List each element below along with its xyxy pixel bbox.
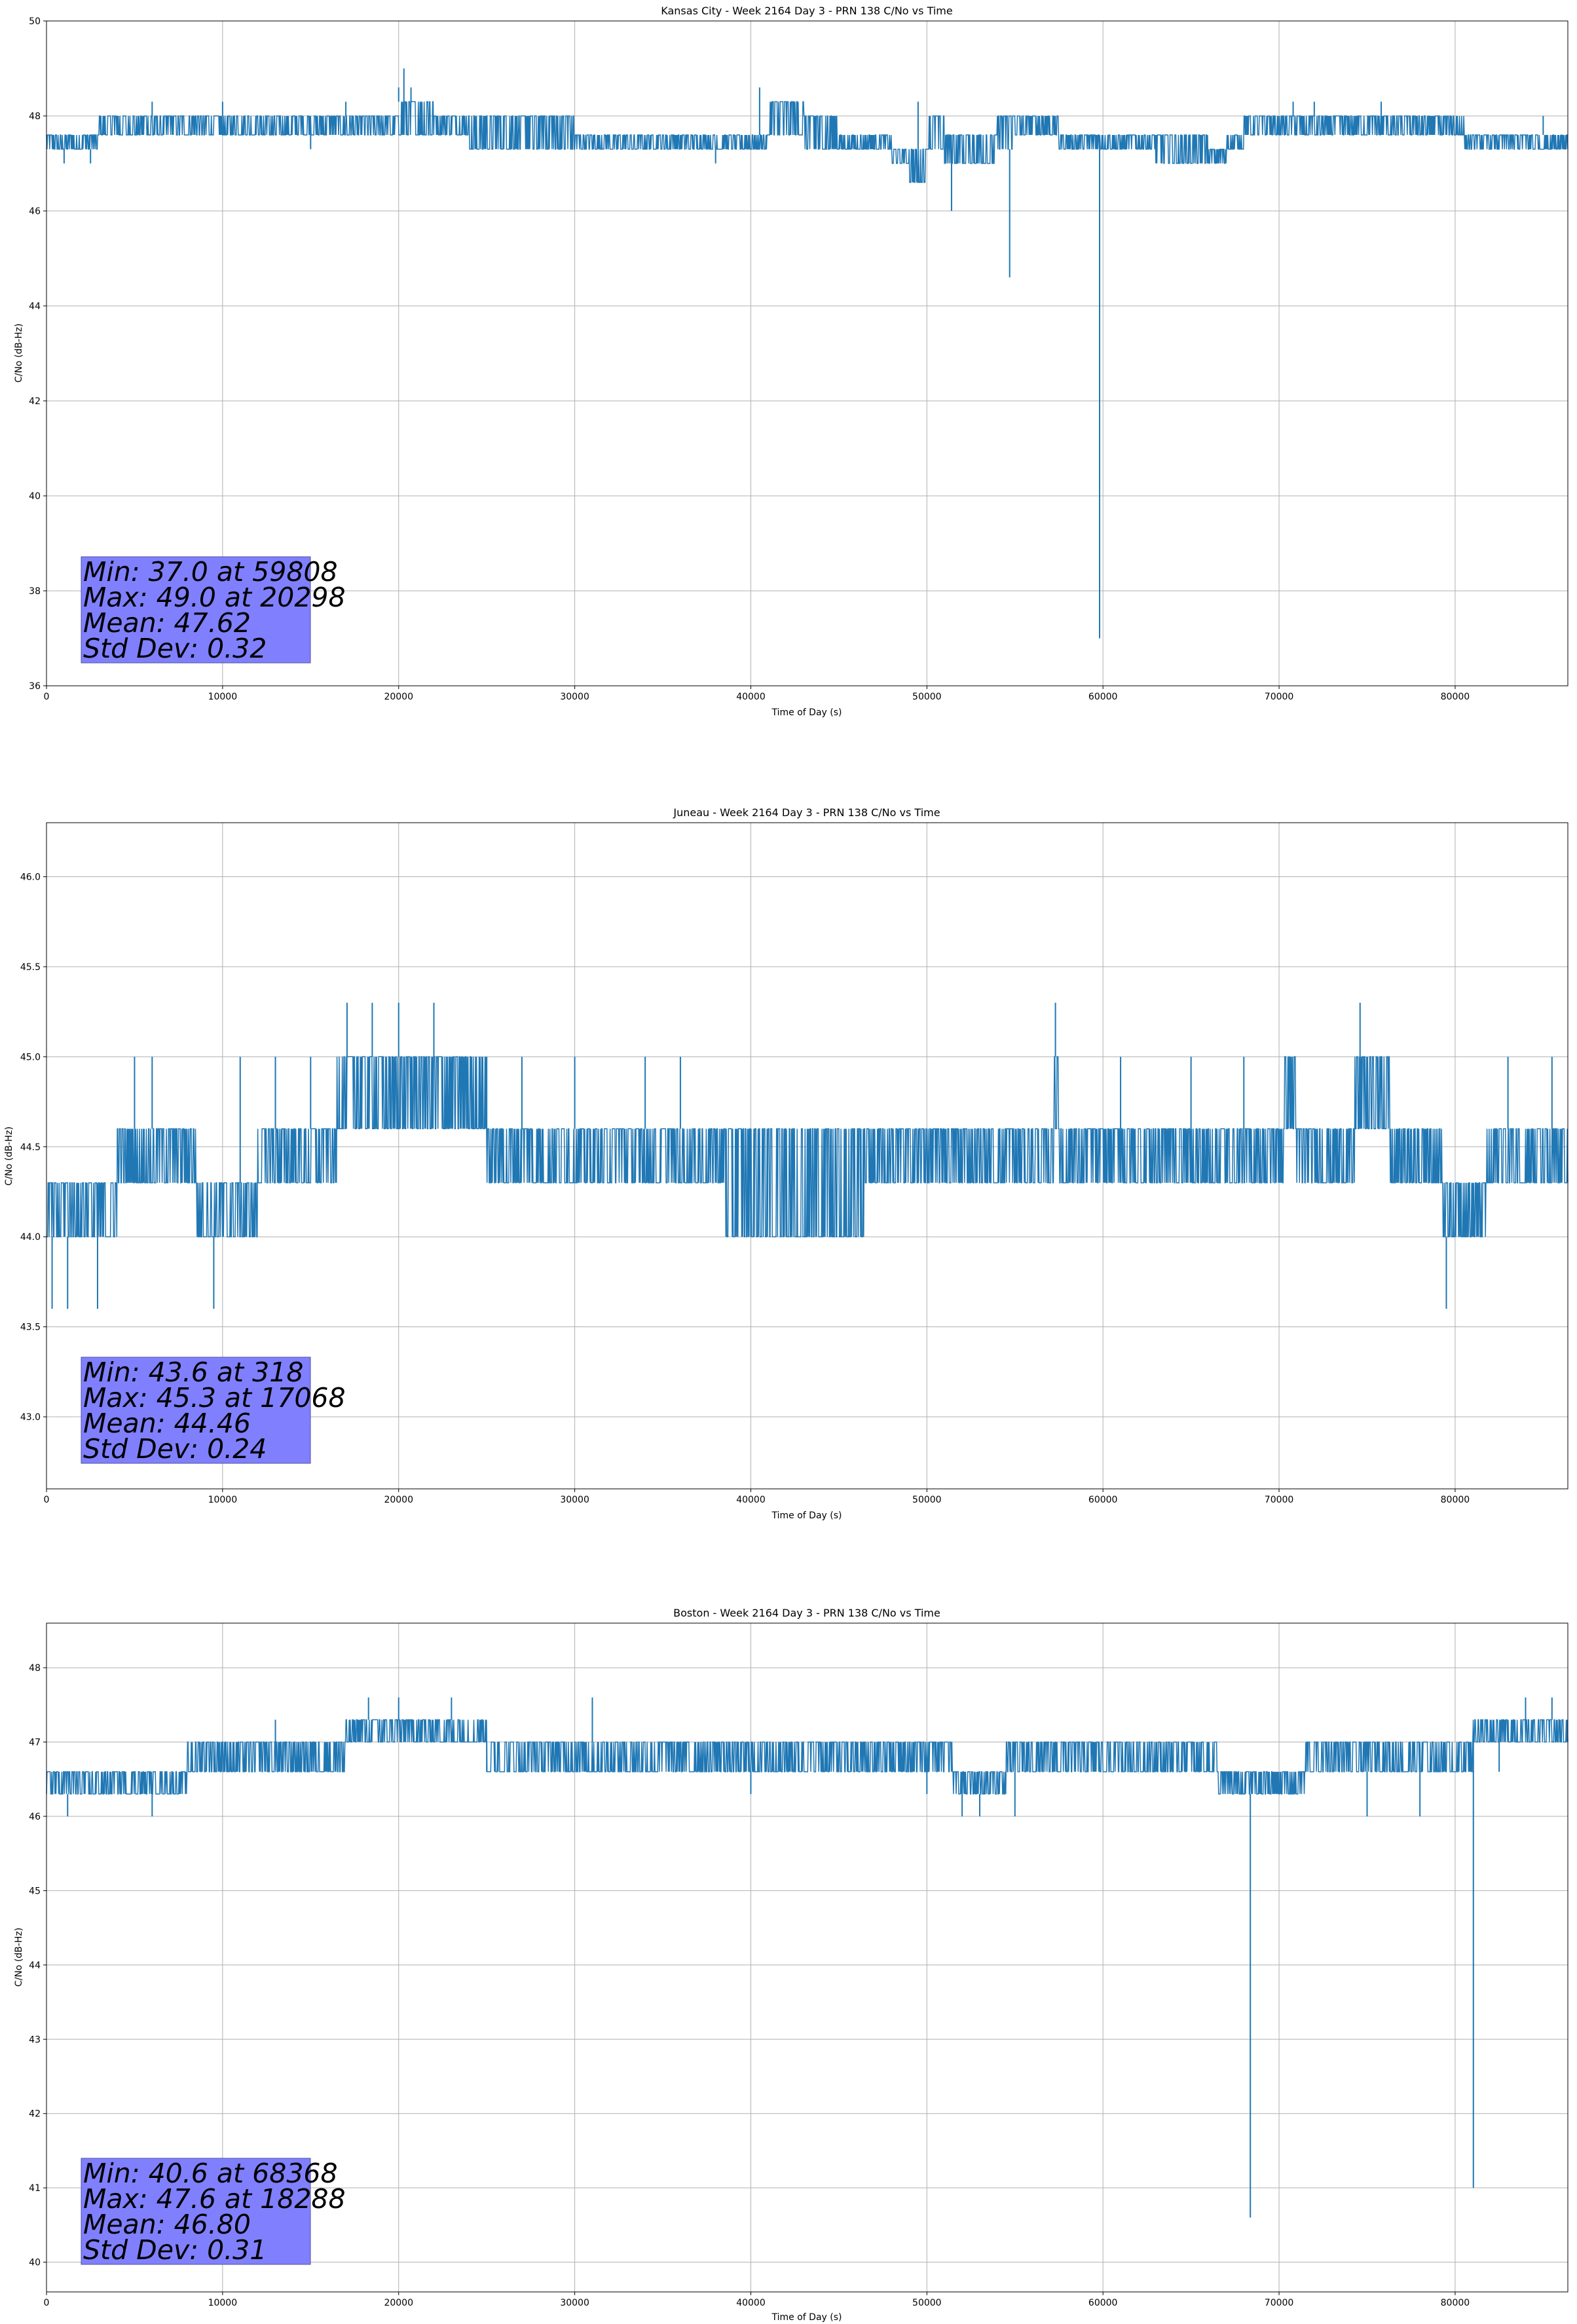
y-tick-label: 42: [29, 2109, 41, 2120]
stats-stddev: Std Dev: 0.24: [83, 1433, 267, 1465]
kansas-city-panel: Kansas City - Week 2164 Day 3 - PRN 138 …: [14, 5, 1568, 718]
y-tick-label: 45.5: [20, 962, 41, 973]
y-tick-label: 47: [29, 1738, 41, 1748]
y-tick-label: 45: [29, 1886, 41, 1896]
stats-box-background: [81, 1357, 311, 1464]
y-tick-label: 42: [29, 396, 41, 407]
x-tick-label: 80000: [1441, 2298, 1470, 2308]
x-tick-label: 60000: [1088, 2298, 1118, 2308]
x-tick-label: 20000: [384, 1495, 413, 1505]
chart-title: Boston - Week 2164 Day 3 - PRN 138 C/No …: [673, 1607, 940, 1619]
y-tick-label: 46.0: [20, 872, 41, 882]
stats-stddev: Std Dev: 0.31: [83, 2234, 267, 2266]
y-tick-label: 44: [29, 1960, 41, 1971]
y-axis-label: C/No (dB-Hz): [14, 324, 24, 383]
x-tick-label: 0: [44, 2298, 50, 2308]
x-tick-label: 50000: [912, 692, 942, 702]
x-tick-label: 70000: [1265, 692, 1294, 702]
x-tick-label: 60000: [1088, 692, 1118, 702]
x-tick-label: 20000: [384, 2298, 413, 2308]
x-tick-label: 20000: [384, 692, 413, 702]
x-tick-label: 0: [44, 1495, 50, 1505]
plot-frame: [46, 1622, 1568, 2293]
y-tick-label: 36: [29, 681, 41, 692]
y-axis-label: C/No (dB-Hz): [14, 1928, 24, 1987]
y-tick-label: 50: [29, 16, 41, 27]
y-tick-label: 44.0: [20, 1232, 41, 1243]
y-tick-label: 40: [29, 2258, 41, 2268]
stats-max: Max: 45.3 at 17068: [83, 1382, 346, 1414]
y-tick-labels: 40 41 42 43 44 45 46 47 48: [29, 1663, 46, 2268]
cno-band-line: [46, 1719, 1568, 1795]
stats-mean: Mean: 46.80: [83, 2209, 251, 2240]
y-tick-label: 44.5: [20, 1142, 41, 1153]
x-tick-label: 80000: [1441, 1495, 1470, 1505]
cno-series-line: [46, 68, 1568, 639]
juneau-panel: Juneau - Week 2164 Day 3 - PRN 138 C/No …: [4, 806, 1568, 1521]
stats-box-background: [81, 556, 311, 664]
y-tick-label: 44: [29, 301, 41, 312]
x-tick-labels: 0 10000 20000 30000 40000 50000 60000 70000 8000…: [44, 1489, 1470, 1505]
y-tick-labels: 36 38 40 42 44 46 48 50: [29, 16, 46, 692]
stats-min: Min: 37.0 at 59808: [83, 556, 338, 588]
x-tick-label: 30000: [560, 2298, 589, 2308]
x-tick-label: 80000: [1441, 692, 1470, 702]
x-tick-label: 10000: [208, 1495, 238, 1505]
stats-mean: Mean: 44.46: [83, 1408, 251, 1439]
x-tick-label: 40000: [736, 692, 766, 702]
x-tick-label: 40000: [736, 2298, 766, 2308]
y-tick-labels: 43.0 43.5 44.0 44.5 45.0 45.5 46.0: [20, 872, 46, 1423]
stats-stddev: Std Dev: 0.32: [83, 633, 267, 664]
chart-title: Kansas City - Week 2164 Day 3 - PRN 138 …: [661, 5, 952, 17]
y-tick-label: 43.5: [20, 1322, 41, 1333]
x-tick-label: 10000: [208, 692, 238, 702]
y-axis-label: C/No (dB-Hz): [4, 1127, 14, 1186]
y-tick-label: 45.0: [20, 1052, 41, 1062]
stats-min: Min: 43.6 at 318: [83, 1357, 303, 1388]
stats-box: Min: 37.0 at 59808 Max: 49.0 at 20298 Me…: [81, 556, 346, 664]
x-tick-label: 40000: [736, 1495, 766, 1505]
stats-box-background: [81, 2158, 311, 2265]
cno-series-line: [46, 1002, 1568, 1309]
x-axis-label: Time of Day (s): [771, 1510, 842, 1521]
y-tick-label: 43: [29, 2034, 41, 2045]
stats-box: Min: 40.6 at 68368 Max: 47.6 at 18288 Me…: [81, 2158, 346, 2266]
y-tick-label: 40: [29, 491, 41, 502]
x-tick-label: 60000: [1088, 1495, 1118, 1505]
y-tick-label: 48: [29, 1663, 41, 1674]
x-tick-label: 30000: [560, 692, 589, 702]
x-tick-labels: 0 10000 20000 30000 40000 50000 60000 70000 8000…: [44, 686, 1470, 702]
x-tick-label: 10000: [208, 2298, 238, 2308]
cno-series-line: [46, 1697, 1568, 2218]
stats-mean: Mean: 47.62: [83, 607, 251, 639]
x-tick-label: 50000: [912, 2298, 942, 2308]
stats-box: Min: 43.6 at 318 Max: 45.3 at 17068 Mean…: [81, 1357, 346, 1465]
x-tick-label: 70000: [1265, 2298, 1294, 2308]
x-tick-label: 50000: [912, 1495, 942, 1505]
stats-max: Max: 47.6 at 18288: [83, 2183, 346, 2215]
chart-title: Juneau - Week 2164 Day 3 - PRN 138 C/No …: [673, 806, 940, 819]
boston-panel: Boston - Week 2164 Day 3 - PRN 138 C/No …: [14, 1607, 1568, 2323]
y-tick-label: 48: [29, 111, 41, 122]
y-tick-label: 46: [29, 1812, 41, 1822]
y-tick-label: 46: [29, 206, 41, 217]
x-tick-label: 0: [44, 692, 50, 702]
stats-min: Min: 40.6 at 68368: [83, 2158, 338, 2189]
plot-frame: [46, 822, 1568, 1490]
y-tick-label: 41: [29, 2183, 41, 2194]
x-tick-label: 70000: [1265, 1495, 1294, 1505]
x-tick-label: 30000: [560, 1495, 589, 1505]
y-tick-label: 43.0: [20, 1412, 41, 1423]
cno-band-line: [46, 1056, 1568, 1237]
x-axis-label: Time of Day (s): [771, 2312, 842, 2323]
stats-max: Max: 49.0 at 20298: [83, 582, 346, 613]
y-tick-label: 38: [29, 586, 41, 597]
plot-frame: [46, 20, 1568, 686]
x-axis-label: Time of Day (s): [771, 707, 842, 718]
x-tick-labels: 0 10000 20000 30000 40000 50000 60000 70000 8000…: [44, 2292, 1470, 2308]
